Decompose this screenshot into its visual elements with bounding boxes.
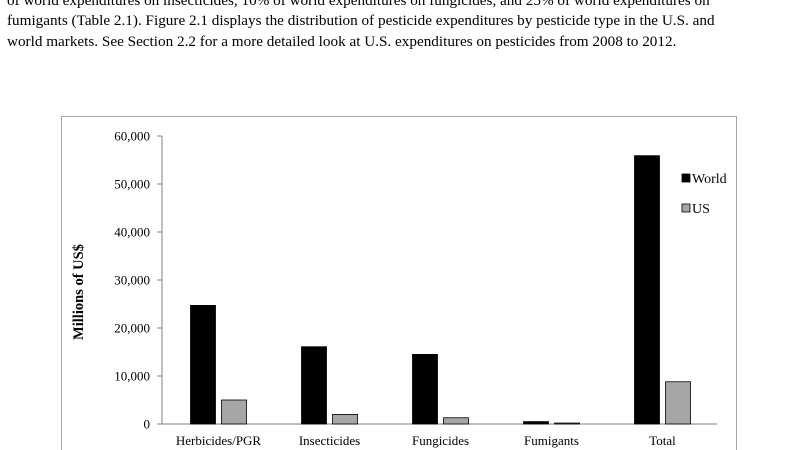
bar-world-herbicides-pgr: [190, 305, 216, 425]
axes: [161, 136, 717, 425]
x-tick-label: Herbicides/PGR: [176, 433, 262, 448]
legend-label-world: World: [692, 172, 727, 187]
y-tick-label: 0: [144, 417, 151, 432]
y-tick-label: 60,000: [114, 129, 150, 144]
bar-chart: Millions of US$ 0 10,000 20,000 30,000 40,00…: [71, 129, 727, 449]
bar-world-insecticides: [301, 346, 327, 425]
y-tick-label: 10,000: [114, 369, 150, 384]
legend: World US: [681, 172, 727, 217]
legend-swatch-us: [681, 203, 691, 213]
y-axis-label-group: Millions of US$: [71, 244, 87, 340]
bar-us-insecticides: [332, 413, 358, 425]
x-tick-label: Fungicides: [412, 433, 469, 448]
x-tick-labels: Herbicides/PGR Insecticides Fungicides Fumi…: [176, 433, 676, 448]
bar-world-total: [634, 155, 660, 425]
y-axis-label: Millions of US$: [71, 244, 87, 340]
x-tick-label: Total: [649, 433, 676, 448]
x-tick-label: Fumigants: [524, 433, 579, 448]
legend-label-us: US: [692, 202, 710, 217]
y-tick-label: 40,000: [114, 225, 150, 240]
y-tick-label: 20,000: [114, 321, 150, 336]
body-text-line-1: of world expenditures on insecticides, 1…: [7, 0, 710, 9]
y-tick-label: 30,000: [114, 273, 150, 288]
y-tick-labels: 0 10,000 20,000 30,000 40,000 50,000 60,000: [114, 129, 162, 432]
bar-us-fungicides: [443, 417, 469, 425]
y-tick-label: 50,000: [114, 177, 150, 192]
bar-world-fumigants: [523, 421, 549, 425]
legend-swatch-world: [681, 173, 691, 183]
x-tick-label: Insecticides: [299, 433, 360, 448]
bar-us-total: [665, 381, 691, 425]
bar-us-herbicides-pgr: [221, 399, 247, 425]
bar-us-fumigants: [554, 422, 580, 425]
bars: [190, 155, 691, 425]
body-text-line-2: fumigants (Table 2.1). Figure 2.1 displa…: [7, 12, 715, 29]
body-text-line-3: world markets. See Section 2.2 for a mor…: [7, 33, 677, 50]
bar-world-fungicides: [412, 353, 438, 425]
chart-frame: Millions of US$ 0 10,000 20,000 30,000 40,00…: [61, 116, 737, 450]
